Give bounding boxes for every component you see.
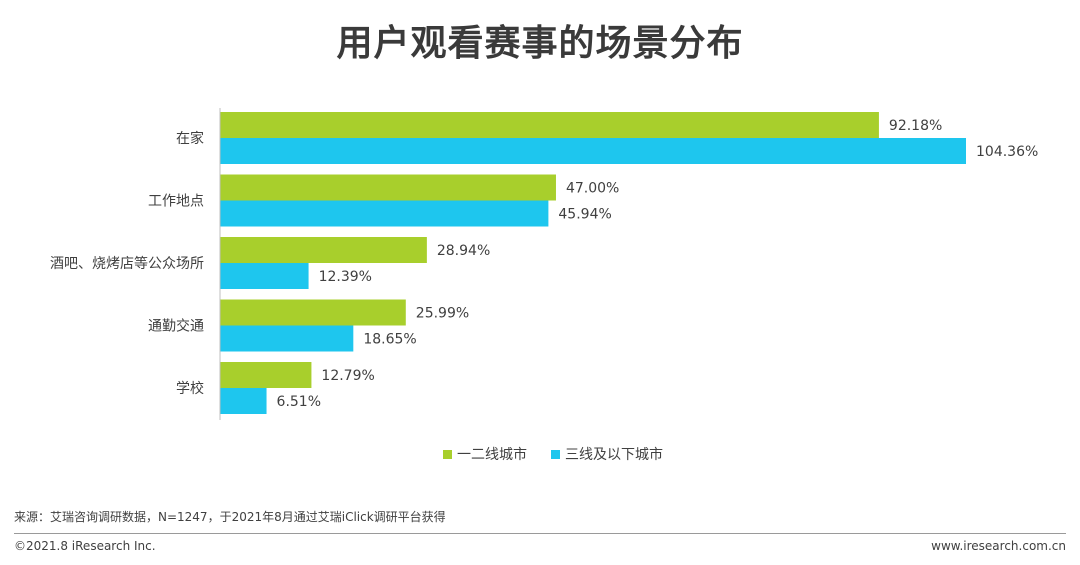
chart-legend: 一二线城市 三线及以下城市 <box>443 444 687 464</box>
bar-series1 <box>220 174 556 201</box>
data-label: 12.39% <box>319 269 372 285</box>
data-label: 104.36% <box>976 144 1038 160</box>
footer-divider <box>14 533 1066 534</box>
category-label: 学校 <box>176 380 204 397</box>
category-label: 通勤交通 <box>148 318 204 335</box>
data-label: 92.18% <box>889 118 942 134</box>
category-label: 工作地点 <box>148 194 204 210</box>
data-label: 25.99% <box>416 306 469 322</box>
legend-swatch-series1 <box>443 449 452 459</box>
bar-series1 <box>220 362 312 388</box>
bar-series1 <box>220 237 427 263</box>
bar-series2 <box>220 138 966 164</box>
source-note: 来源：艾瑞咨询调研数据，N=1247，于2021年8月通过艾瑞iClick调研平… <box>14 510 446 524</box>
legend-item-series2: 三线及以下城市 <box>551 444 663 464</box>
data-label: 45.94% <box>558 207 611 223</box>
website-link: www.iresearch.com.cn <box>931 539 1066 553</box>
bar-series1 <box>220 299 406 326</box>
legend-swatch-series2 <box>551 449 560 459</box>
bar-series2 <box>220 263 309 289</box>
data-label: 47.00% <box>566 181 619 197</box>
legend-item-series1: 一二线城市 <box>443 444 527 464</box>
data-label: 6.51% <box>277 394 321 410</box>
bar-chart: 在家 92.18% 104.36% 工作地点 47.00% 45.94% 酒吧、烧烤店等公众… <box>50 108 1038 420</box>
data-label: 28.94% <box>437 243 490 259</box>
bar-series1 <box>220 112 879 138</box>
category-label: 在家 <box>176 130 204 147</box>
data-label: 12.79% <box>321 368 374 384</box>
bar-series2 <box>220 388 267 414</box>
bar-series2 <box>220 325 354 352</box>
legend-label-series1: 一二线城市 <box>457 447 527 463</box>
legend-label-series2: 三线及以下城市 <box>565 447 663 463</box>
bar-series2 <box>220 200 549 227</box>
chart-title: 用户观看赛事的场景分布 <box>336 23 744 64</box>
category-label: 酒吧、烧烤店等公众场所 <box>50 255 204 272</box>
data-label: 18.65% <box>363 332 416 348</box>
copyright-text: ©2021.8 iResearch Inc. <box>14 539 156 553</box>
